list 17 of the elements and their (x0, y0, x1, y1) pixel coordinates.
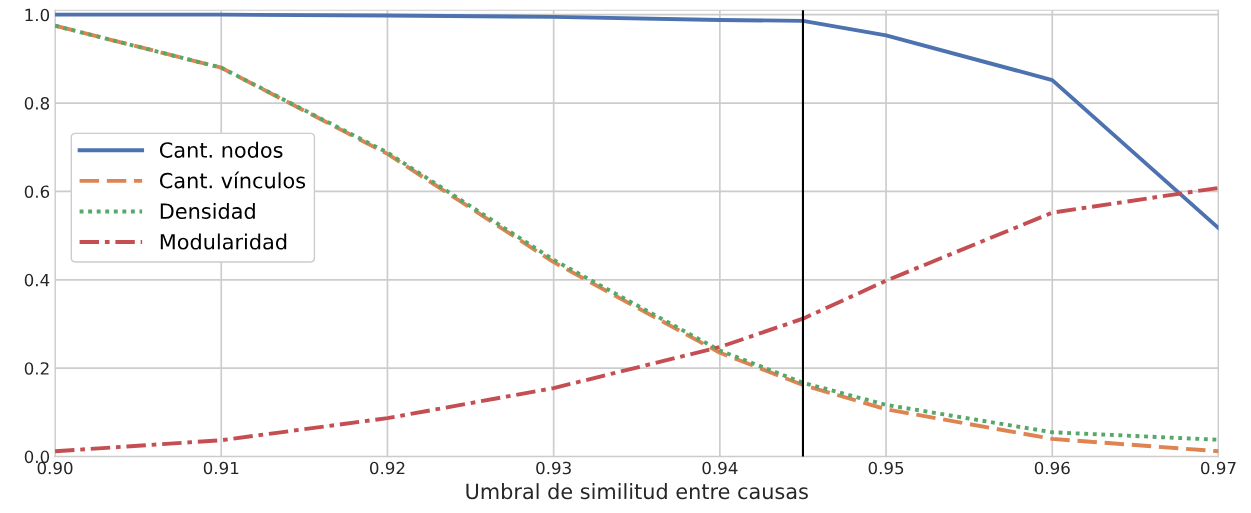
legend-label: Densidad (160, 202, 255, 220)
legend-label: Modularidad (160, 233, 287, 250)
x-axis-title: Umbral de similitud entre causas (466, 483, 808, 500)
legend-label: Cant. vínculos (159, 171, 306, 189)
x-tick-label: 0.93 (536, 461, 571, 475)
y-tick-label: 0.6 (24, 185, 50, 198)
y-tick-label: 0.4 (24, 273, 50, 287)
y-tick-label: 0.2 (24, 362, 49, 375)
x-tick-label: 0.94 (702, 461, 738, 475)
y-tick-label: 1.0 (25, 8, 50, 22)
x-tick-label: 0.95 (868, 461, 904, 475)
y-tick-label: 0.8 (24, 97, 50, 110)
x-tick-label: 0.91 (203, 461, 239, 475)
x-tick-label: 0.97 (1201, 461, 1236, 475)
x-tick-label: 0.96 (1034, 461, 1070, 475)
x-tick-label: 0.92 (370, 461, 405, 475)
legend-label: Cant. nodos (159, 141, 283, 158)
